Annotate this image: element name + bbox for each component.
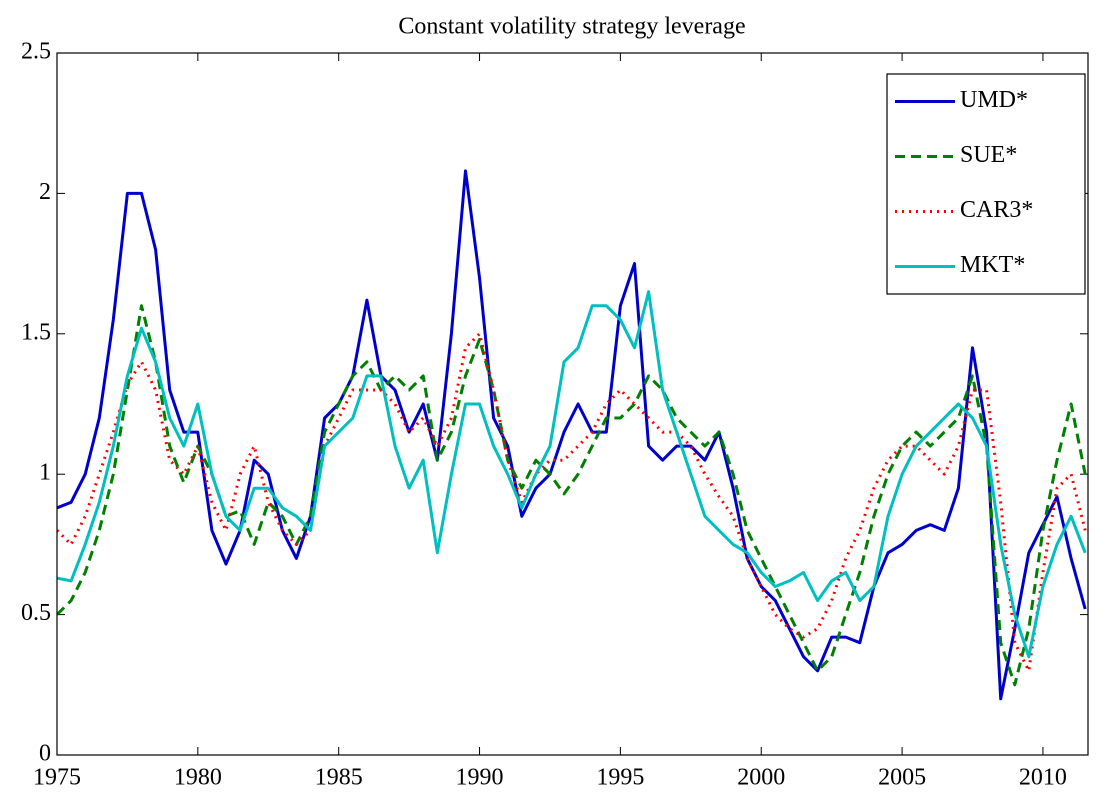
- y-tick-label: 1: [39, 460, 51, 486]
- y-tick-label: 0: [39, 741, 51, 767]
- series-line: [57, 169, 1087, 701]
- x-tick-label: 1985: [315, 765, 363, 791]
- legend-box: [886, 73, 1086, 295]
- legend-label: CAR3*: [960, 197, 1033, 223]
- x-tick-label: 1995: [596, 765, 644, 791]
- x-tick-label: 1980: [174, 765, 222, 791]
- plot-area: [57, 169, 1087, 701]
- y-tick-label: 0.5: [21, 600, 51, 626]
- y-tick-label: 2.5: [21, 39, 51, 65]
- chart-title: Constant volatility strategy leverage: [398, 14, 745, 40]
- x-tick-label: 2010: [1019, 765, 1067, 791]
- series-line: [57, 290, 1087, 659]
- y-tick-label: 1.5: [21, 319, 51, 345]
- legend-label: SUE*: [960, 142, 1017, 168]
- x-tick-label: 2005: [878, 765, 926, 791]
- y-tick-label: 2: [39, 179, 51, 205]
- x-tick-label: 1975: [33, 765, 81, 791]
- series-line: [57, 332, 1087, 673]
- plot-frame: [56, 52, 1089, 756]
- x-tick-label: 1990: [456, 765, 504, 791]
- legend-label: MKT*: [960, 252, 1025, 278]
- legend-label: UMD*: [960, 87, 1028, 113]
- x-tick-label: 2000: [737, 765, 785, 791]
- series-line: [57, 304, 1087, 687]
